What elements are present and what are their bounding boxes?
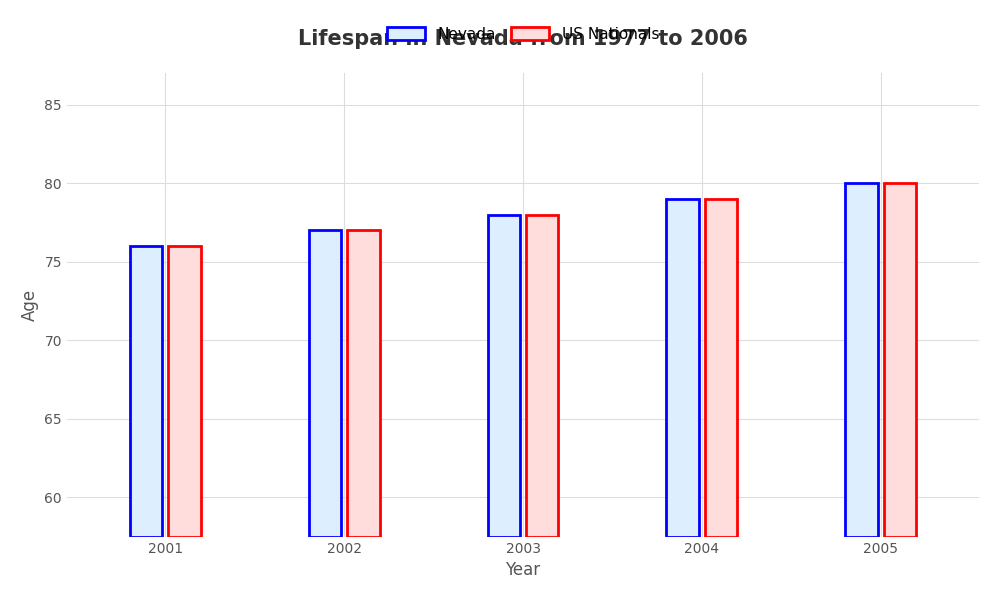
Bar <box>666 199 699 537</box>
Bar <box>130 246 162 537</box>
Bar <box>884 183 916 537</box>
Bar <box>347 230 380 537</box>
Bar <box>488 215 520 537</box>
X-axis label: Year: Year <box>505 561 541 579</box>
Bar <box>168 246 201 537</box>
Y-axis label: Age: Age <box>21 289 39 321</box>
Legend: Nevada, US Nationals: Nevada, US Nationals <box>381 20 665 48</box>
Bar <box>705 199 737 537</box>
Bar <box>845 183 878 537</box>
Bar <box>526 215 558 537</box>
Bar <box>309 230 341 537</box>
Title: Lifespan in Nevada from 1977 to 2006: Lifespan in Nevada from 1977 to 2006 <box>298 29 748 49</box>
